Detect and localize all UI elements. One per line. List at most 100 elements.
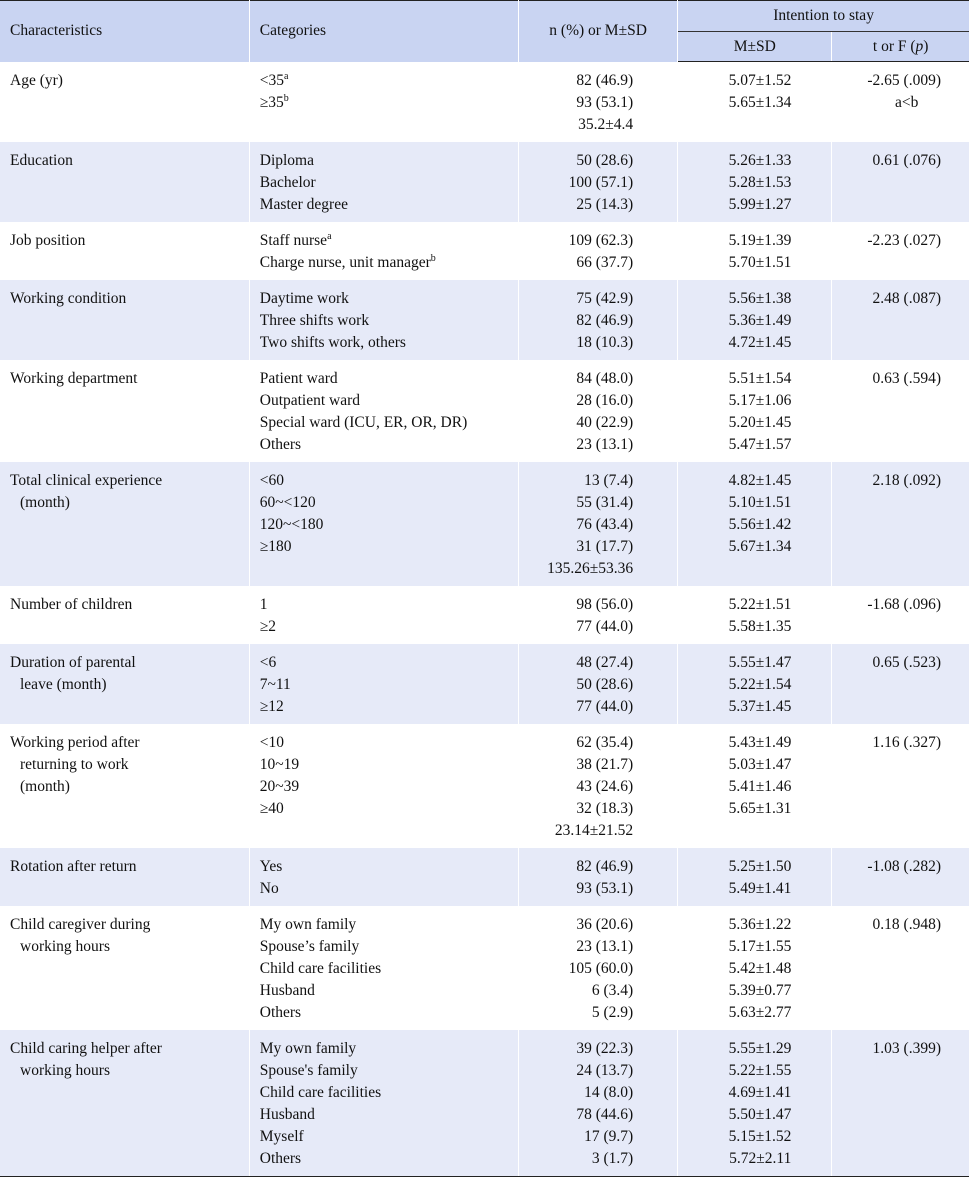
n-percent-value-text: 38 (21.7): [576, 755, 634, 773]
n-percent-value: 17 (9.7): [529, 1126, 633, 1148]
msd-value: 5.25±1.50: [688, 856, 792, 878]
category-label-text: <6: [259, 653, 277, 671]
n-percent-value: 23 (13.1): [529, 434, 633, 456]
t-or-f-cell: 0.63 (.594): [832, 360, 969, 462]
t-or-f-value-text: -1.68 (.096): [867, 595, 941, 613]
n-percent-value-text: 17 (9.7): [584, 1127, 634, 1145]
table-row: Age (yr) <35a ≥35b 82 (46.9) 93 (53.1) 35.2±4…: [0, 61, 969, 142]
category-label-text: Three shifts work: [259, 311, 370, 329]
n-percent-value: 50 (28.6): [529, 150, 633, 172]
t-or-f-cell: 0.65 (.523): [831, 643, 969, 724]
msd-value: 5.70±1.51: [688, 252, 792, 274]
header-t-or-f: t or F (p): [831, 31, 969, 62]
msd-value: 5.58±1.35: [688, 616, 792, 638]
category-label: Bachelor: [260, 172, 508, 194]
n-percent-value: 39 (22.3): [529, 1038, 633, 1060]
msd-value-text: 5.56±1.38: [728, 289, 792, 307]
msd-value-text: 5.63±2.77: [728, 1003, 792, 1021]
msd-value: 5.65±1.31: [688, 798, 792, 820]
characteristic-cell: Rotation after return: [0, 847, 250, 906]
msd-value-text: 5.37±1.45: [728, 697, 792, 715]
characteristic-label-text: working hours: [20, 1061, 110, 1079]
characteristic-label-text: working hours: [20, 937, 110, 955]
n-percent-cell: 13 (7.4) 55 (31.4) 76 (43.4) 31 (17.7) 135.2…: [518, 461, 679, 586]
characteristic-label: working hours: [10, 936, 239, 958]
characteristic-label-text: Working condition: [10, 289, 127, 307]
msd-value: 5.36±1.49: [688, 310, 792, 332]
n-percent-value-text: 135.26±53.36: [547, 559, 634, 577]
n-percent-value-text: 18 (10.3): [576, 333, 634, 351]
n-percent-value-text: 36 (20.6): [576, 915, 634, 933]
msd-value: 5.22±1.51: [688, 594, 792, 616]
msd-value: 5.20±1.45: [688, 412, 792, 434]
msd-value: 5.22±1.54: [688, 674, 792, 696]
characteristic-label: Education: [10, 150, 239, 172]
category-label: <60: [260, 470, 508, 492]
characteristic-label-text: returning to work: [20, 755, 129, 773]
msd-value-text: 5.15±1.52: [728, 1127, 792, 1145]
n-percent-value-text: 105 (60.0): [568, 959, 634, 977]
msd-value: 5.03±1.47: [688, 754, 792, 776]
msd-value: 5.55±1.29: [688, 1038, 792, 1060]
header-intention-to-stay: Intention to stay: [677, 0, 969, 32]
n-percent-value: 23 (13.1): [529, 936, 633, 958]
msd-value-text: 5.99±1.27: [728, 195, 792, 213]
category-cell: 1 ≥2: [249, 585, 520, 644]
category-label: My own family: [260, 914, 508, 936]
characteristic-cell: Working department: [0, 359, 250, 462]
n-percent-value: 13 (7.4): [529, 470, 633, 492]
characteristic-label-text: (month): [20, 777, 70, 795]
category-label-text: Myself: [259, 1127, 304, 1145]
category-cell: <60 60~<120 120~<180 ≥180: [249, 461, 520, 586]
msd-value-text: 5.36±1.22: [728, 915, 792, 933]
category-label: 7~11: [260, 674, 508, 696]
n-percent-value-text: 77 (44.0): [576, 697, 634, 715]
n-percent-value: 109 (62.3): [529, 230, 634, 252]
msd-value-text: 5.42±1.48: [728, 959, 792, 977]
characteristic-cell: Job position: [0, 221, 250, 280]
t-or-f-value: 1.16 (.327): [842, 732, 941, 754]
category-label: Yes: [260, 856, 508, 878]
category-cell: <10 10~19 20~39 ≥40: [249, 723, 520, 848]
n-percent-value-text: 23 (13.1): [576, 937, 634, 955]
n-percent-value: 28 (16.0): [529, 390, 633, 412]
n-percent-value: 48 (27.4): [529, 652, 633, 674]
n-percent-value-text: 82 (46.9): [576, 857, 634, 875]
n-percent-value: 50 (28.6): [529, 674, 633, 696]
n-percent-value: 14 (8.0): [529, 1082, 633, 1104]
category-label: Master degree: [260, 194, 508, 216]
msd-cell: 5.25±1.50 5.49±1.41: [677, 847, 833, 906]
msd-value-text: 5.28±1.53: [728, 173, 792, 191]
n-percent-value-text: 3 (1.7): [591, 1149, 634, 1167]
msd-cell: 5.56±1.38 5.36±1.49 4.72±1.45: [677, 279, 833, 360]
n-percent-value-text: 98 (56.0): [576, 595, 634, 613]
t-or-f-value-text: 1.16 (.327): [872, 733, 941, 751]
t-or-f-value-text: 0.65 (.523): [872, 653, 941, 671]
msd-cell: 5.55±1.47 5.22±1.54 5.37±1.45: [677, 643, 833, 724]
n-percent-value-text: 55 (31.4): [576, 493, 634, 511]
table-header: Characteristics Categories n (%) or M±SD…: [0, 0, 969, 62]
t-or-f-value-text: 1.03 (.399): [872, 1039, 941, 1057]
n-percent-value-text: 50 (28.6): [576, 151, 634, 169]
category-cell: <35a ≥35b: [249, 61, 520, 142]
msd-value: 5.49±1.41: [688, 878, 792, 900]
t-or-f-cell: -1.08 (.282): [831, 847, 969, 906]
n-percent-value-text: 23.14±21.52: [554, 821, 634, 839]
t-or-f-value: 0.63 (.594): [842, 368, 941, 390]
t-or-f-cell: 1.03 (.399): [831, 1029, 969, 1177]
category-label: 1: [260, 594, 508, 616]
n-percent-value-text: 50 (28.6): [576, 675, 634, 693]
table-row: Education Diploma Bachelor Master degree 50 …: [0, 141, 969, 222]
msd-value-text: 5.20±1.45: [728, 413, 792, 431]
table-row: Child caregiver during working hours My ow…: [0, 905, 969, 1030]
category-label-text: <10: [259, 733, 284, 751]
category-cell: <6 7~11 ≥12: [249, 643, 520, 724]
characteristic-label-text: (month): [20, 493, 70, 511]
n-percent-cell: 48 (27.4) 50 (28.6) 77 (44.0): [518, 643, 679, 724]
n-percent-value-text: 13 (7.4): [584, 471, 634, 489]
n-percent-value: 31 (17.7): [529, 536, 633, 558]
category-label: 10~19: [260, 754, 508, 776]
msd-value: 4.69±1.41: [688, 1082, 792, 1104]
category-label-text: 1: [259, 595, 268, 613]
characteristic-label: Child caring helper after: [10, 1038, 239, 1060]
